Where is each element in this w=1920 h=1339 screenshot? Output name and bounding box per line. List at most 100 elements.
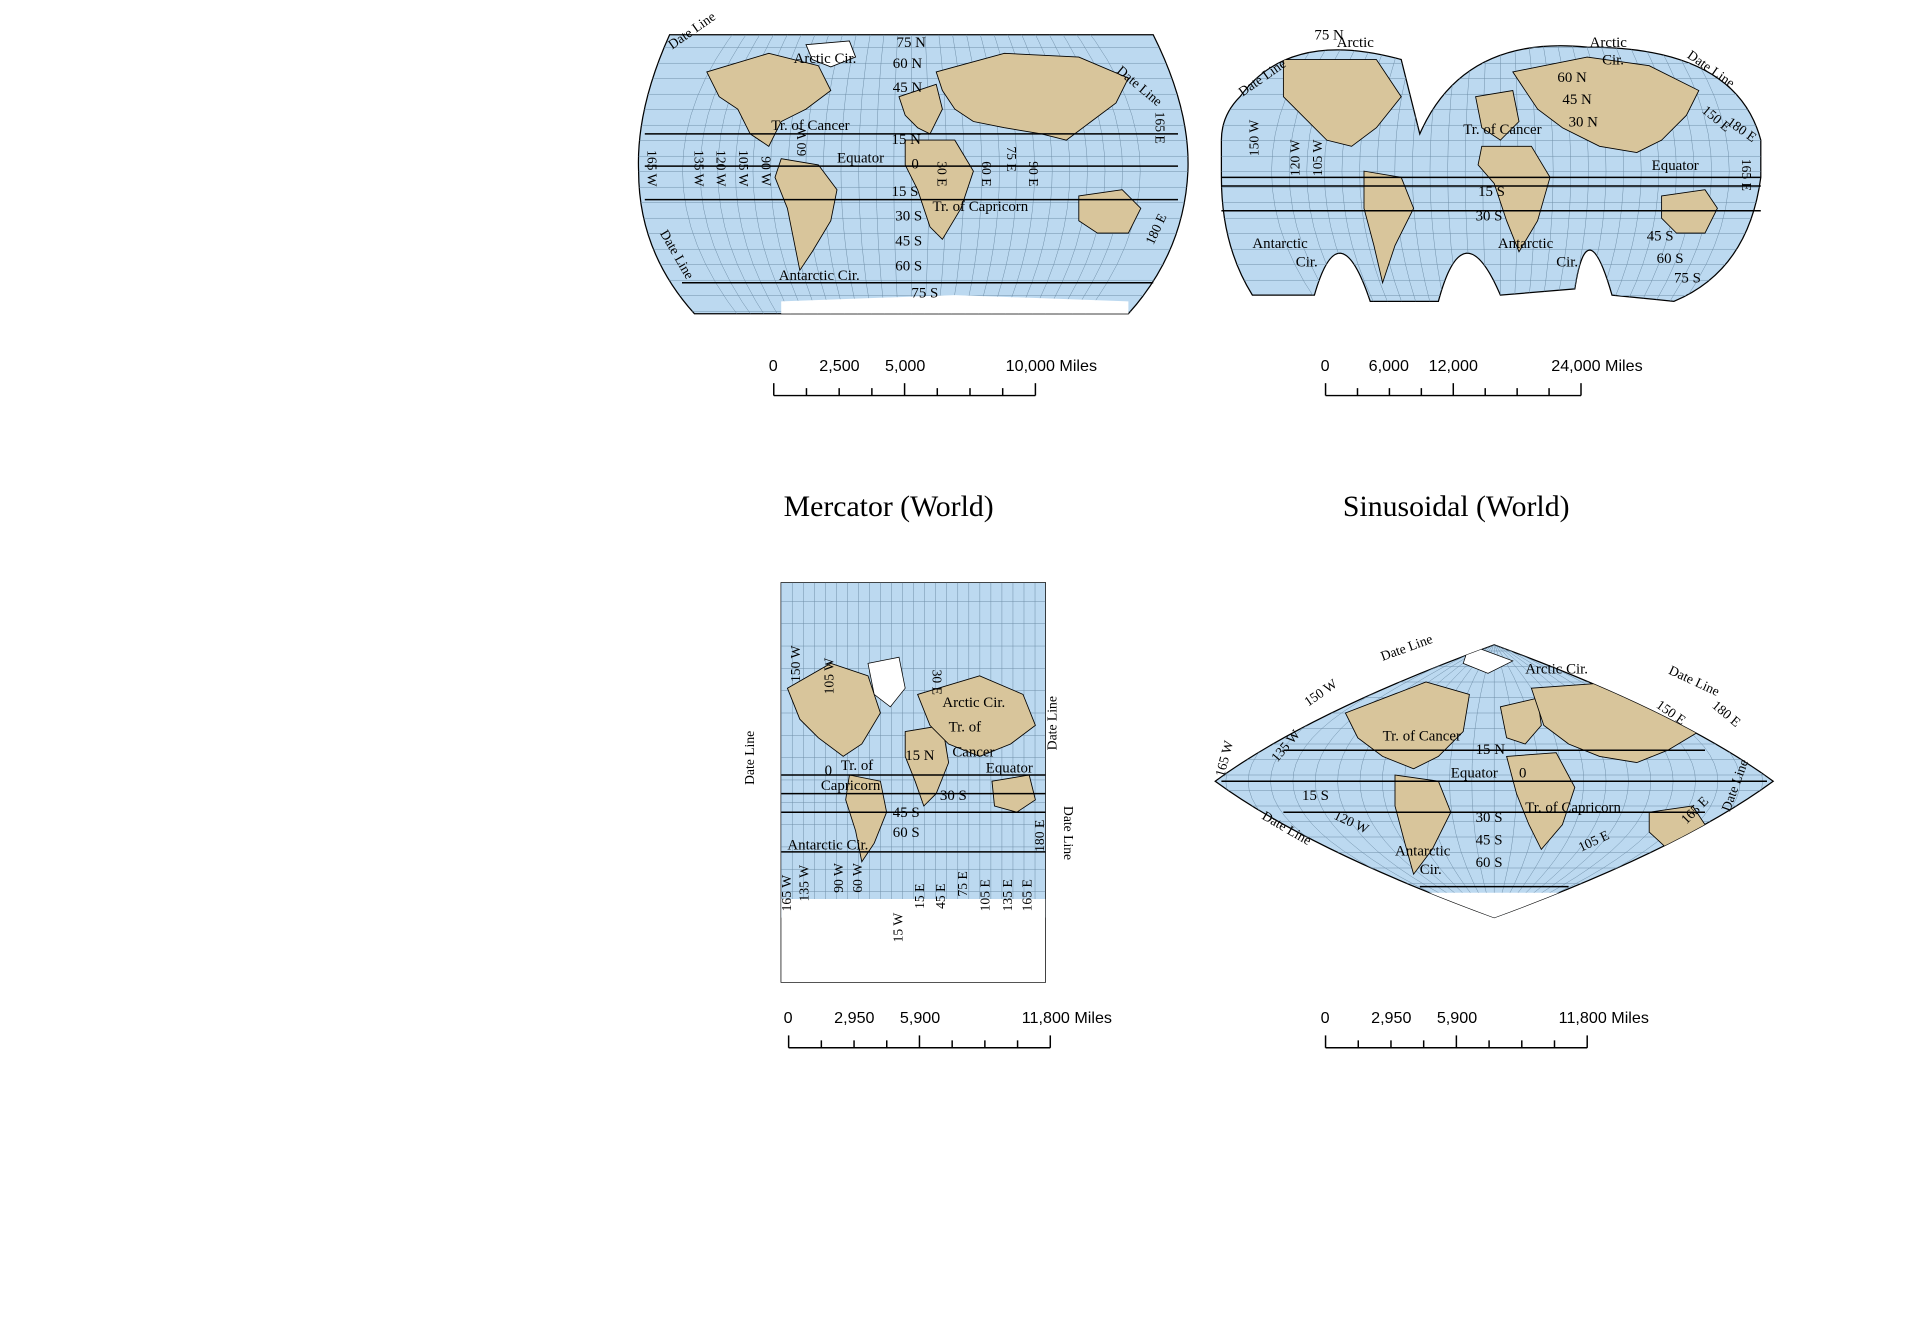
rob-scale-1: 2,500	[819, 355, 860, 375]
goo-antarctic-2: Antarctic	[1498, 236, 1554, 252]
rob-s15: 15 S	[892, 184, 919, 200]
rob-n45: 45 N	[893, 80, 923, 96]
goo-w150: 150 W	[1247, 120, 1262, 157]
goo-arctic-2: Arctic	[1590, 35, 1628, 51]
mer-w60: 60 W	[850, 863, 865, 893]
sin-n15: 15 N	[1476, 742, 1506, 758]
rob-e165: 165 E	[1153, 112, 1168, 144]
mer-scale-1: 2,950	[834, 1008, 875, 1027]
mer-capricorn-1: Tr. of	[841, 758, 874, 774]
mer-e135: 135 E	[1000, 879, 1015, 911]
sin-s30: 30 S	[1476, 810, 1503, 826]
rob-e75: 75 E	[1004, 146, 1019, 171]
rob-e30: 30 E	[934, 161, 949, 186]
graticule-line	[963, 34, 983, 314]
goo-scale-3: 24,000 Miles	[1551, 355, 1643, 375]
rob-w90: 90 W	[758, 156, 773, 186]
mer-dateline-2: Date Line	[1044, 696, 1059, 750]
mer-w150: 150 W	[788, 645, 803, 682]
mer-cancer-1: Tr. of	[949, 720, 982, 736]
graticule-line	[875, 34, 886, 314]
graticule-line	[893, 34, 899, 314]
graticule-line	[1604, 45, 1642, 302]
sinusoidal-map: Date Line Date Line Date Line Date Line …	[1212, 631, 1775, 919]
sin-scale-1: 2,950	[1371, 1008, 1412, 1027]
rob-scale-0: 0	[768, 355, 778, 375]
graticule-line	[1657, 45, 1712, 302]
mer-scale-2: 5,900	[899, 1008, 941, 1027]
mer-antarctic: Antarctic Cir.	[787, 837, 868, 853]
mer-s45: 45 S	[893, 805, 920, 821]
mer-scale-3: 11,800 Miles	[1021, 1008, 1112, 1027]
mer-cancer-2: Cancer	[952, 744, 994, 760]
mer-equator: Equator	[986, 761, 1033, 777]
sinusoidal-title: Sinusoidal (World)	[1342, 491, 1570, 524]
mer-e15: 15 E	[912, 884, 927, 909]
mercator-land	[781, 656, 1046, 983]
rob-s45: 45 S	[895, 234, 922, 250]
goo-cir3: Cir.	[1556, 255, 1578, 271]
rob-zero: 0	[911, 157, 918, 173]
goo-n30: 30 N	[1569, 114, 1599, 130]
sin-s45: 45 S	[1476, 832, 1503, 848]
sin-dateline-1: Date Line	[1378, 631, 1434, 664]
rob-scale-3: 10,000 Miles	[1005, 355, 1098, 375]
mercator-scale-bar: 0 2,950 5,900 11,800 Miles	[784, 1008, 1156, 1058]
robinson-map: Date Line Date Line Date Line Arctic Cir…	[637, 9, 1189, 315]
rob-w165: 165 W	[644, 150, 659, 187]
sin-scale-3: 11,800 Miles	[1558, 1008, 1649, 1027]
sin-scale-2: 5,900	[1436, 1008, 1478, 1027]
graticule-line	[1630, 45, 1677, 302]
mer-e30: 30 E	[929, 670, 944, 695]
robinson-land	[706, 40, 1142, 314]
rob-antarctic: Antarctic Cir.	[779, 268, 860, 284]
goo-n75: 75 N	[1314, 28, 1344, 44]
rob-w120: 120 W	[714, 150, 729, 187]
graticule-line	[1068, 34, 1123, 314]
rob-n75: 75 N	[897, 35, 927, 51]
mercator-map: 150 W 105 W 30 E Date Line Date Line Dat…	[742, 582, 1076, 983]
sin-capricorn: Tr. of Capricorn	[1525, 800, 1621, 816]
sin-dateline-2: Date Line	[1667, 662, 1722, 698]
sinusoidal-land	[1344, 644, 1706, 918]
sin-s15: 15 S	[1302, 788, 1329, 804]
mer-arctic: Arctic Cir.	[942, 695, 1005, 711]
sinusoidal-scale-bar: 0 2,950 5,900 11,800 Miles	[1321, 1008, 1693, 1058]
mer-zero: 0	[825, 763, 832, 779]
goo-equator: Equator	[1652, 158, 1699, 174]
rob-w105: 105 W	[736, 150, 751, 187]
sin-s60: 60 S	[1476, 855, 1503, 871]
graticule-line	[700, 34, 755, 314]
goode-map-panel: Date Line Date Line 75 N Arctic Arctic C…	[1215, 22, 1785, 320]
mer-w90: 90 W	[831, 863, 846, 893]
robinson-map-panel: Date Line Date Line Date Line Arctic Cir…	[632, 9, 1190, 320]
mer-w15: 15 W	[891, 913, 906, 943]
graticule-line	[1617, 45, 1659, 302]
goode-map: Date Line Date Line 75 N Arctic Arctic C…	[1220, 28, 1762, 302]
sinusoidal-map-panel: Date Line Date Line Date Line Date Line …	[1209, 631, 1792, 930]
rob-s30: 30 S	[895, 209, 922, 225]
goo-s75: 75 S	[1674, 271, 1701, 287]
goo-scale-2: 12,000	[1428, 355, 1478, 375]
goo-n60: 60 N	[1557, 70, 1587, 86]
mer-dateline-3: Date Line	[1061, 806, 1076, 860]
rob-equator: Equator	[837, 150, 884, 166]
goo-w105: 105 W	[1310, 139, 1325, 176]
graticule-line	[840, 34, 860, 314]
goo-scale-1: 6,000	[1368, 355, 1409, 375]
rob-scale-ruler	[773, 383, 1037, 397]
sin-cancer: Tr. of Cancer	[1383, 728, 1461, 744]
sin-antarctic-1: Antarctic	[1395, 844, 1451, 860]
mercator-title: Mercator (World)	[783, 491, 994, 524]
mer-e45: 45 E	[933, 884, 948, 909]
rob-cancer: Tr. of Cancer	[771, 118, 849, 134]
rob-n60: 60 N	[893, 56, 923, 72]
goo-s45: 45 S	[1647, 229, 1674, 245]
sin-equator: Equator	[1451, 765, 1498, 781]
goo-antarctic-1: Antarctic	[1252, 236, 1308, 252]
sin-w150: 150 W	[1301, 676, 1340, 709]
goo-w120: 120 W	[1288, 139, 1303, 176]
mer-n15: 15 N	[905, 748, 935, 764]
rob-w60: 60 W	[794, 126, 809, 156]
sin-e180: 180 E	[1709, 698, 1743, 730]
